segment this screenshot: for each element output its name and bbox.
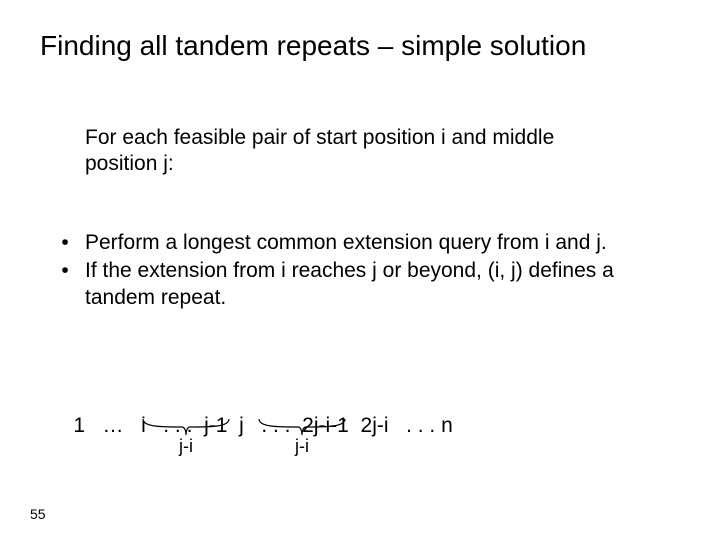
page-number: 55	[30, 506, 46, 522]
brace-icon	[142, 418, 230, 438]
bullet-item: • Perform a longest common extension que…	[45, 230, 630, 256]
seq-token: …	[103, 414, 124, 437]
seq-token: 2j-i	[361, 414, 389, 437]
bullet-text: Perform a longest common extension query…	[85, 230, 630, 256]
seq-token: j	[239, 414, 244, 437]
sequence-row: 1 … i . . . j-1 j . . . 2j-i-1 2j-i . . …	[50, 390, 453, 462]
bullet-dot-icon: •	[45, 258, 85, 284]
brace-icon	[258, 418, 346, 438]
bullet-list: • Perform a longest common extension que…	[45, 230, 630, 313]
brace-label: j-i	[258, 436, 346, 457]
brace-label: j-i	[142, 436, 230, 457]
intro-text: For each feasible pair of start position…	[85, 125, 630, 178]
bullet-item: • If the extension from i reaches j or b…	[45, 258, 630, 311]
slide-title: Finding all tandem repeats – simple solu…	[40, 30, 680, 62]
bullet-text: If the extension from i reaches j or bey…	[85, 258, 630, 311]
bullet-dot-icon: •	[45, 230, 85, 256]
seq-token: . . . n	[406, 414, 453, 437]
slide: Finding all tandem repeats – simple solu…	[0, 0, 720, 540]
seq-token: 1	[73, 414, 85, 437]
